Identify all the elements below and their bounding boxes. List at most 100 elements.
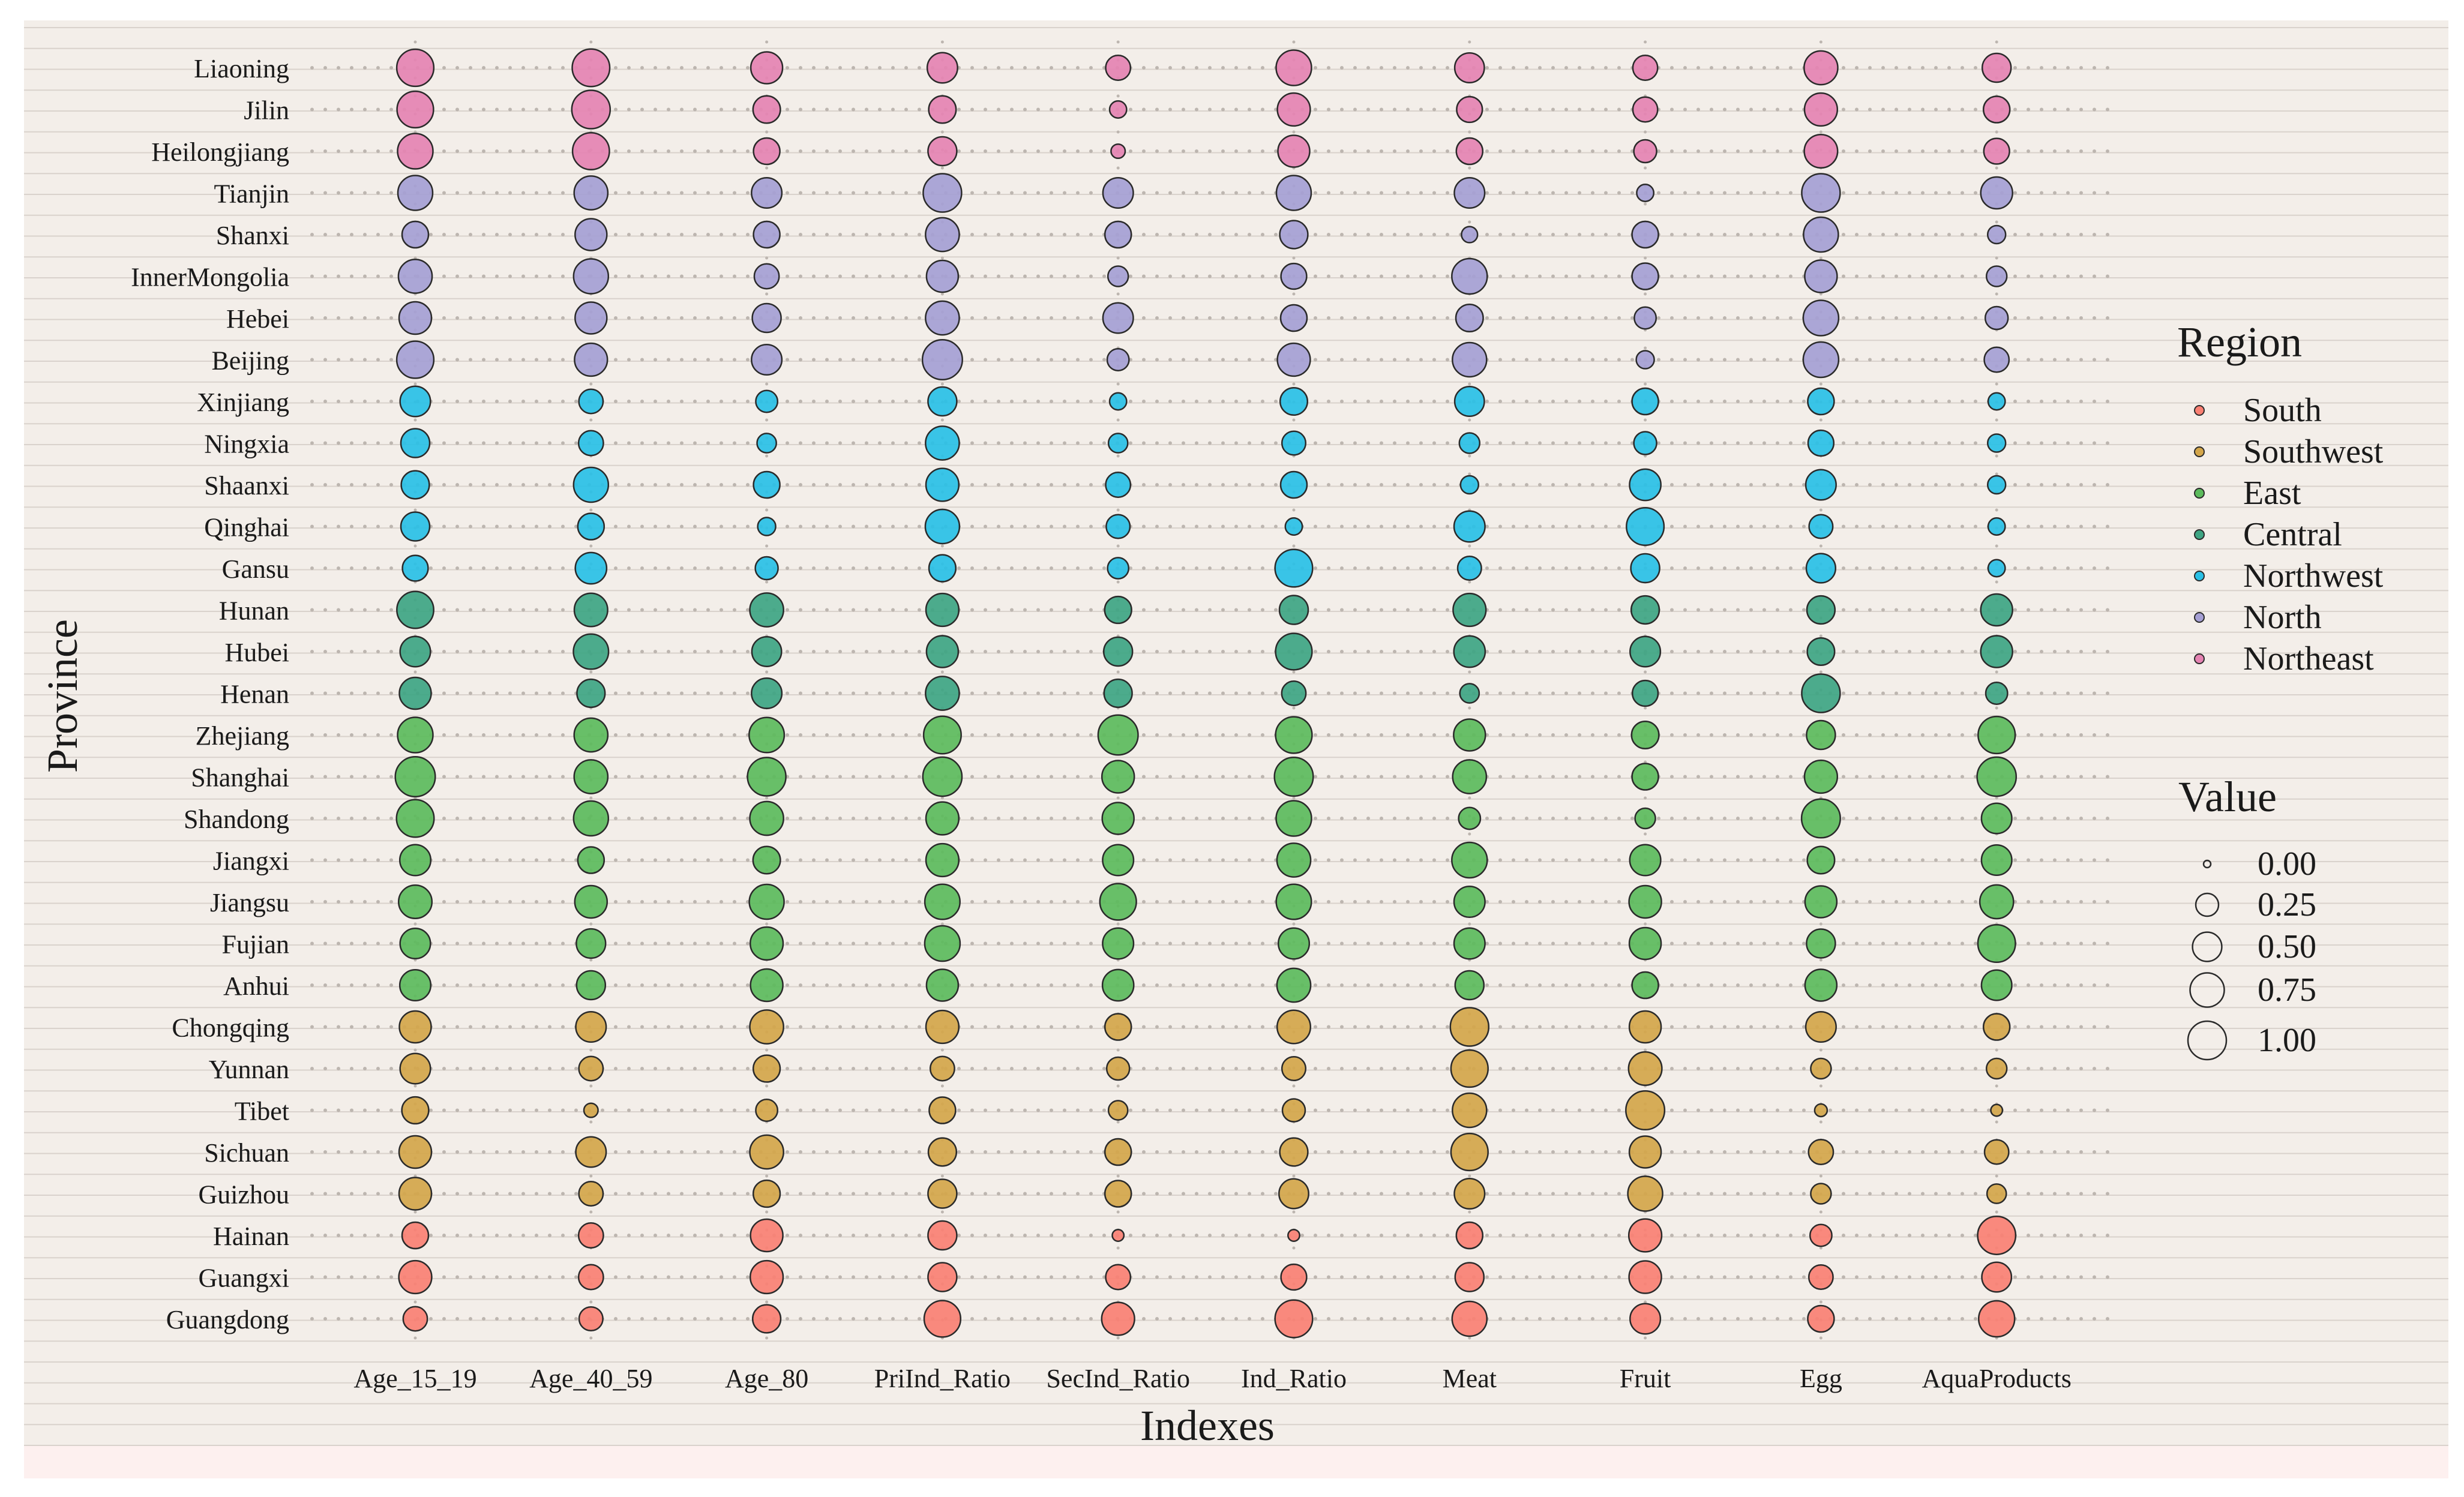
bubble-fujian-aquaproducts	[1977, 923, 2016, 964]
bubble-henan-aquaproducts	[1985, 682, 2009, 705]
bubble-sichuan-aquaproducts	[1983, 1139, 2010, 1165]
bubble-ningxia-age-40-59	[577, 430, 604, 457]
bubble-heilongjiang-age-80	[753, 137, 781, 166]
bubble-shaanxi-secind-ratio	[1105, 472, 1132, 498]
bubble-fujian-age-15-19	[399, 927, 431, 960]
bubble-guangxi-age-40-59	[577, 1264, 604, 1291]
bubble-beijing-secind-ratio	[1106, 348, 1130, 371]
bubble-beijing-meat	[1452, 341, 1488, 378]
y-tick-xinjiang: Xinjiang	[197, 388, 289, 417]
bubble-qinghai-meat	[1453, 510, 1486, 543]
y-tick-shanghai: Shanghai	[191, 763, 289, 793]
bubble-liaoning-ind-ratio	[1275, 49, 1312, 86]
bubble-fujian-age-80	[749, 926, 784, 961]
bubble-tianjin-meat	[1453, 176, 1486, 209]
bubble-heilongjiang-meat	[1455, 137, 1484, 166]
size-key-0-75	[2189, 972, 2225, 1008]
bubble-ningxia-egg	[1807, 429, 1835, 457]
bubble-xinjiang-fruit	[1631, 387, 1659, 416]
bubble-shandong-egg	[1800, 798, 1841, 839]
bubble-anhui-secind-ratio	[1101, 968, 1135, 1002]
bubble-tianjin-egg	[1801, 173, 1841, 213]
bubble-yunnan-age-40-59	[578, 1055, 604, 1082]
bubble-hebei-priind-ratio	[925, 300, 960, 336]
bubble-xinjiang-age-40-59	[578, 388, 604, 415]
y-tick-yunnan: Yunnan	[209, 1055, 289, 1084]
y-tick-jiangsu: Jiangsu	[210, 888, 289, 917]
bubble-jiangxi-aquaproducts	[1980, 844, 2013, 877]
bubble-jilin-priind-ratio	[928, 95, 957, 124]
y-tick-jiangxi: Jiangxi	[213, 847, 289, 876]
bubble-shanxi-meat	[1461, 226, 1479, 244]
bubble-jiangxi-secind-ratio	[1102, 844, 1135, 877]
bubble-sichuan-age-15-19	[398, 1135, 433, 1169]
bubble-shanxi-fruit	[1631, 220, 1659, 249]
bubble-liaoning-meat	[1453, 52, 1485, 83]
bubble-innermongolia-fruit	[1631, 262, 1659, 290]
bubble-jiangxi-age-80	[752, 845, 781, 875]
bubble-ningxia-aquaproducts	[1986, 433, 2007, 453]
bubble-heilongjiang-age-15-19	[397, 133, 434, 170]
bubble-jilin-aquaproducts	[1982, 95, 2011, 124]
y-tick-shaanxi: Shaanxi	[204, 471, 289, 500]
bubble-hubei-meat	[1453, 635, 1486, 668]
bubble-shanxi-age-80	[753, 220, 781, 249]
bubble-guangdong-egg	[1807, 1304, 1835, 1333]
bubble-shanghai-fruit	[1631, 763, 1659, 791]
y-tick-qinghai: Qinghai	[204, 513, 289, 542]
bubble-guangdong-age-40-59	[578, 1306, 604, 1332]
bubble-ningxia-secind-ratio	[1107, 433, 1129, 454]
bubble-jiangxi-age-15-19	[398, 844, 432, 877]
bubble-qinghai-egg	[1808, 514, 1834, 539]
bubble-anhui-age-15-19	[398, 968, 432, 1002]
bubble-guizhou-age-15-19	[398, 1177, 433, 1211]
bubble-beijing-priind-ratio	[921, 338, 963, 381]
bubble-guangxi-priind-ratio	[927, 1262, 958, 1292]
legend-swatch-south	[2194, 405, 2205, 416]
bubble-jiangsu-age-15-19	[397, 884, 433, 920]
y-tick-tianjin: Tianjin	[214, 179, 289, 209]
bubble-fujian-fruit	[1628, 926, 1662, 961]
bubble-beijing-ind-ratio	[1276, 342, 1311, 377]
x-tick-age-15-19: Age_15_19	[353, 1364, 476, 1393]
bubble-jiangxi-age-40-59	[577, 846, 605, 874]
bubble-xinjiang-aquaproducts	[1987, 392, 2006, 411]
legend-swatch-northwest	[2194, 571, 2205, 581]
bubble-jiangxi-meat	[1451, 841, 1488, 879]
bubble-zhejiang-fruit	[1630, 720, 1660, 750]
bubble-zhejiang-age-15-19	[397, 716, 434, 754]
y-tick-shandong: Shandong	[184, 805, 289, 834]
bubble-tibet-ind-ratio	[1281, 1098, 1306, 1123]
bubble-henan-priind-ratio	[925, 676, 960, 711]
y-tick-hainan: Hainan	[213, 1222, 289, 1251]
bubble-tianjin-aquaproducts	[1980, 176, 2013, 210]
bubble-hainan-priind-ratio	[927, 1220, 958, 1251]
bubble-gansu-age-40-59	[574, 551, 608, 585]
bubble-jiangxi-fruit	[1629, 844, 1662, 877]
bubble-sichuan-egg	[1807, 1139, 1834, 1165]
bubble-heilongjiang-aquaproducts	[1983, 137, 2010, 165]
bubble-anhui-age-40-59	[575, 970, 607, 1001]
value-legend: Value 0.000.25 0.50 0.75 1.00	[2178, 773, 2316, 1061]
bubble-chongqing-secind-ratio	[1104, 1013, 1132, 1041]
y-tick-guangxi: Guangxi	[198, 1264, 289, 1293]
bubble-guizhou-priind-ratio	[927, 1178, 958, 1209]
bubble-gansu-fruit	[1630, 553, 1660, 584]
y-tick-henan: Henan	[220, 680, 289, 709]
y-tick-ningxia: Ningxia	[204, 430, 289, 459]
bubble-hubei-age-40-59	[572, 633, 610, 670]
bubble-guangxi-egg	[1807, 1264, 1834, 1290]
bubble-hebei-age-80	[751, 302, 782, 334]
bubble-ningxia-age-80	[756, 433, 777, 454]
bubble-hubei-egg	[1806, 637, 1836, 667]
bubble-hebei-aquaproducts	[1984, 305, 2009, 331]
bubble-hainan-age-15-19	[401, 1221, 430, 1250]
bubble-shanghai-age-40-59	[573, 759, 609, 794]
province-tick-labels: Liaoning Jilin Heilongjiang Tianjin Shanxi In…	[131, 54, 289, 1334]
bubble-hunan-age-15-19	[396, 590, 434, 629]
bubble-tibet-age-15-19	[401, 1096, 430, 1125]
y-tick-zhejiang: Zhejiang	[196, 721, 289, 751]
bubble-liaoning-aquaproducts	[1981, 52, 2012, 83]
bubble-shanxi-egg	[1803, 216, 1839, 253]
